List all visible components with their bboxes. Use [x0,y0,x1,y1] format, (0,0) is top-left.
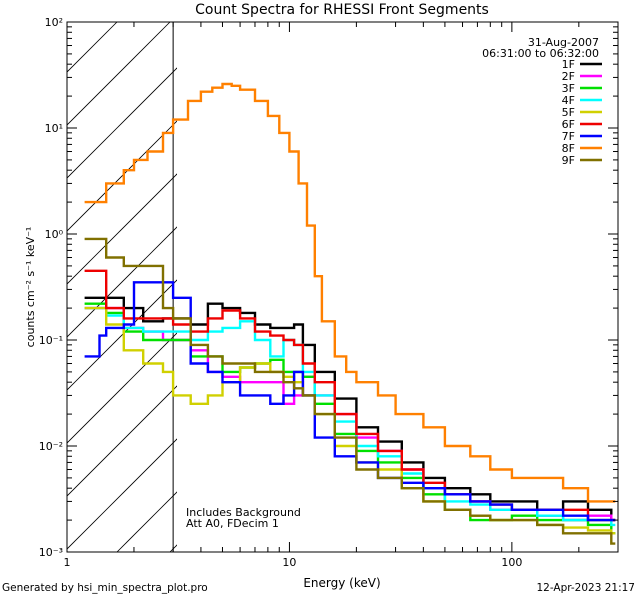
series-group [84,82,616,545]
hatch-line [67,67,177,179]
date-label: 31-Aug-2007 [528,36,599,49]
series-line-4f [84,306,616,527]
hatch-line [67,226,177,338]
hatch-line [67,385,177,497]
annotation-attenuator: Att A0, FDecim 1 [186,517,279,530]
legend-label-7f: 7F [562,130,575,143]
y-tick-label: 10⁻³ [39,546,63,559]
generated-by-label: Generated by hsi_min_spectra_plot.pro [2,582,208,594]
hatch-line [67,279,177,391]
hatch-line [67,120,177,232]
time-range-label: 06:31:00 to 06:32:00 [482,47,599,60]
y-tick-label: 10² [45,16,63,29]
y-tick-label: 10⁻² [39,440,63,453]
legend-label-2f: 2F [562,70,575,83]
y-tick-label: 10⁻¹ [39,334,63,347]
x-tick-label: 100 [501,556,522,569]
hatch-line [67,438,177,550]
chart-title: Count Spectra for RHESSI Front Segments [195,2,489,18]
legend-label-1f: 1F [562,58,575,71]
plot-frame [66,21,619,553]
legend-label-4f: 4F [562,94,575,107]
x-axis-label: Energy (keV) [303,576,380,590]
excluded-region-hatch [67,22,177,552]
hatch-line [67,173,177,285]
legend-label-3f: 3F [562,82,575,95]
timestamp-label: 12-Apr-2023 21:17 [536,582,635,594]
hatch-line [67,22,171,126]
legend-label-8f: 8F [562,142,575,155]
annotation-background: Includes Background [186,506,301,519]
y-tick-label: 10¹ [45,122,63,135]
series-line-3f [84,302,616,535]
y-axis-label: counts cm⁻² s⁻¹ keV⁻¹ [24,227,37,348]
legend-label-6f: 6F [562,118,575,131]
axes: 1 10 100 10⁻³ 10⁻² 10⁻¹ 10⁰ 10¹ 10² [39,16,619,569]
series-line-8f [84,82,616,503]
legend-label-5f: 5F [562,106,575,119]
series-line-7f [84,281,616,522]
y-tick-label: 10⁰ [45,228,64,241]
legend-label-9f: 9F [562,154,575,167]
x-tick-label: 1 [64,556,71,569]
series-line-9f [84,237,616,545]
hatch-line [67,22,118,73]
x-tick-label: 10 [282,556,296,569]
